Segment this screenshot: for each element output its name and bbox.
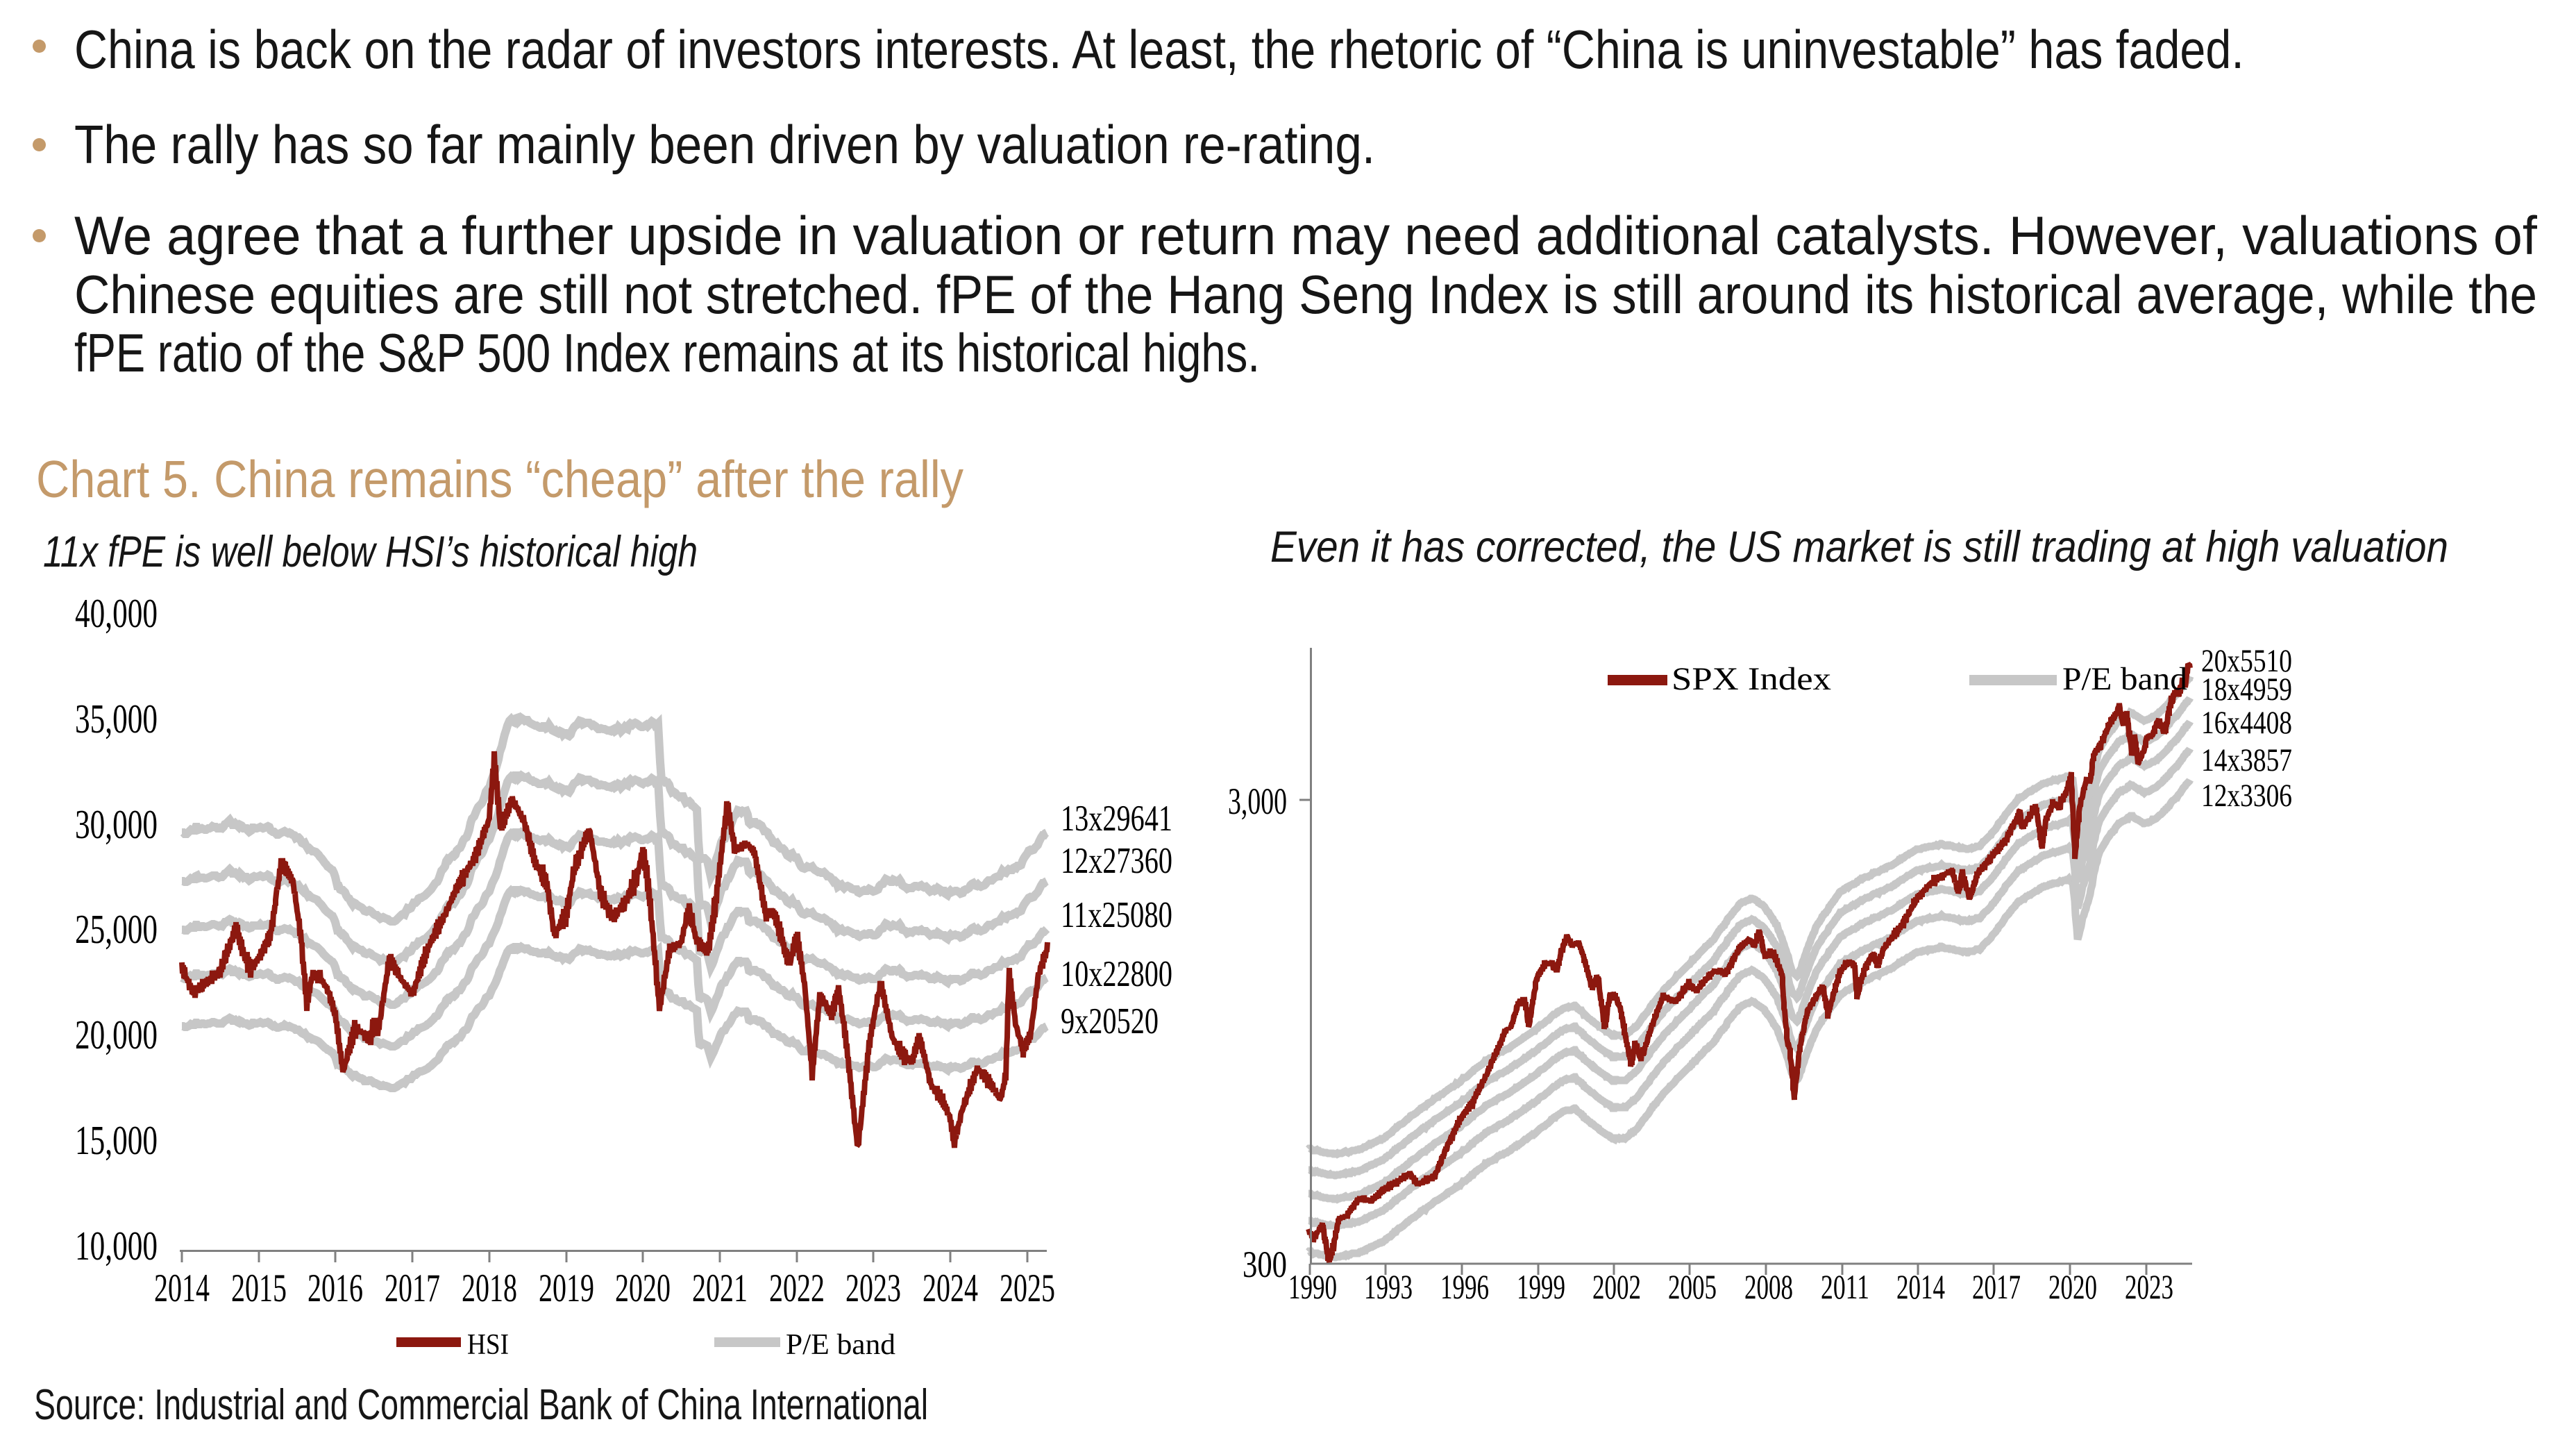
- svg-text:HSI: HSI: [467, 1329, 509, 1361]
- svg-text:2023: 2023: [845, 1266, 901, 1310]
- svg-text:2014: 2014: [1896, 1267, 1945, 1306]
- svg-text:12x3306: 12x3306: [2201, 778, 2292, 814]
- svg-text:10x22800: 10x22800: [1061, 954, 1172, 994]
- svg-text:300: 300: [1243, 1244, 1287, 1285]
- svg-text:P/E band: P/E band: [786, 1329, 895, 1361]
- svg-text:11x25080: 11x25080: [1061, 895, 1172, 935]
- svg-text:2016: 2016: [308, 1266, 363, 1310]
- svg-text:25,000: 25,000: [75, 906, 158, 952]
- svg-text:12x27360: 12x27360: [1061, 841, 1172, 881]
- svg-text:1996: 1996: [1440, 1267, 1489, 1306]
- svg-text:10,000: 10,000: [75, 1223, 158, 1269]
- svg-text:1999: 1999: [1517, 1267, 1565, 1306]
- svg-text:2005: 2005: [1668, 1267, 1717, 1306]
- svg-text:13x29641: 13x29641: [1061, 799, 1172, 839]
- svg-text:2025: 2025: [1000, 1266, 1055, 1310]
- svg-text:2017: 2017: [1972, 1267, 2021, 1306]
- svg-text:SPX Index: SPX Index: [1672, 661, 1831, 697]
- svg-text:2023: 2023: [2125, 1267, 2173, 1306]
- svg-text:2020: 2020: [2048, 1267, 2097, 1306]
- svg-text:2008: 2008: [1744, 1267, 1793, 1306]
- svg-text:2020: 2020: [615, 1266, 671, 1310]
- svg-text:40,000: 40,000: [75, 590, 158, 636]
- svg-text:2018: 2018: [462, 1266, 517, 1310]
- svg-text:2015: 2015: [231, 1266, 287, 1310]
- svg-text:2014: 2014: [154, 1266, 210, 1310]
- svg-text:2011: 2011: [1821, 1267, 1869, 1306]
- svg-text:30,000: 30,000: [75, 801, 158, 847]
- svg-text:18x4959: 18x4959: [2201, 671, 2292, 708]
- svg-text:2017: 2017: [385, 1266, 440, 1310]
- svg-text:2024: 2024: [923, 1266, 978, 1310]
- svg-text:1993: 1993: [1364, 1267, 1413, 1306]
- svg-text:2002: 2002: [1592, 1267, 1641, 1306]
- svg-text:15,000: 15,000: [75, 1117, 158, 1163]
- svg-text:14x3857: 14x3857: [2201, 742, 2292, 778]
- svg-text:1990: 1990: [1288, 1267, 1337, 1306]
- svg-text:9x20520: 9x20520: [1061, 1001, 1159, 1042]
- svg-text:3,000: 3,000: [1228, 780, 1287, 822]
- svg-text:35,000: 35,000: [75, 696, 158, 742]
- svg-text:P/E band: P/E band: [2062, 661, 2187, 697]
- svg-text:2022: 2022: [769, 1266, 825, 1310]
- svg-text:16x4408: 16x4408: [2201, 705, 2292, 741]
- svg-text:2019: 2019: [539, 1266, 594, 1310]
- svg-text:20x5510: 20x5510: [2201, 643, 2292, 679]
- svg-text:20,000: 20,000: [75, 1012, 158, 1057]
- svg-text:2021: 2021: [692, 1266, 748, 1310]
